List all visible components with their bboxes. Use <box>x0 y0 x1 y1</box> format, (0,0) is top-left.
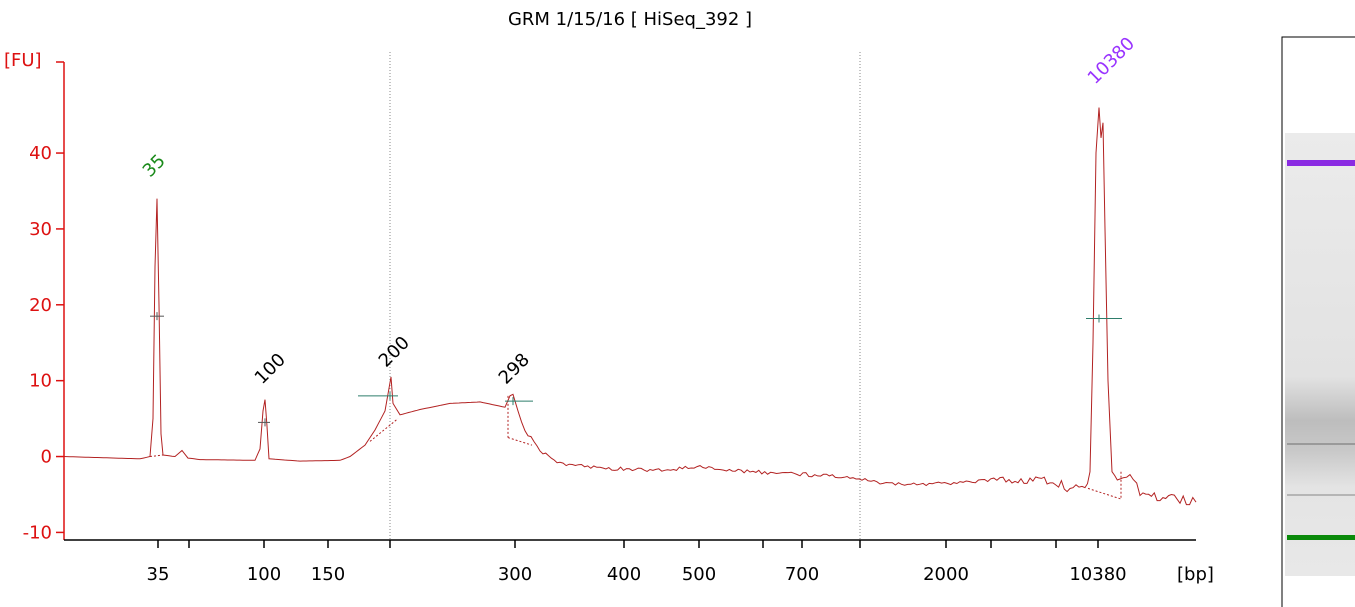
gel-background <box>1285 133 1355 576</box>
faint-band <box>1287 494 1355 496</box>
peak-label: 10380 <box>1084 33 1139 88</box>
y-tick-label: 40 <box>29 143 52 164</box>
y-axis-label: [FU] <box>4 50 42 71</box>
y-ticks: -10 0 10 20 30 40 <box>23 61 64 543</box>
peak-label: 100 <box>251 349 290 388</box>
gel-lane <box>1281 36 1355 607</box>
peak-baseline <box>1087 487 1122 500</box>
vertical-guides <box>389 52 861 540</box>
peak-markers <box>150 312 1122 427</box>
upper-marker-band <box>1287 160 1355 166</box>
peak-baseline <box>369 418 399 442</box>
y-tick-label: 10 <box>29 371 52 392</box>
peak-label: 200 <box>375 332 414 371</box>
x-tick-label: 35 <box>147 564 170 585</box>
peak-baseline <box>507 437 533 446</box>
x-tick-label: 400 <box>607 564 641 585</box>
peak-label: 35 <box>139 150 170 181</box>
x-tick-label: 10380 <box>1069 564 1126 585</box>
x-tick-label: 100 <box>247 564 281 585</box>
y-tick-label: 30 <box>29 219 52 240</box>
y-tick-label: -10 <box>23 522 52 543</box>
x-tick-label: 700 <box>785 564 819 585</box>
peak-labels: 35 100 200 298 10380 <box>139 33 1139 388</box>
library-band <box>1287 443 1355 445</box>
baseline-segments <box>149 395 1122 500</box>
x-tick-label: 2000 <box>923 564 969 585</box>
y-tick-label: 20 <box>29 295 52 316</box>
chart-title: GRM 1/15/16 [ HiSeq_392 ] <box>508 9 752 30</box>
x-axis-label: [bp] <box>1177 564 1214 585</box>
x-tick-label: 500 <box>682 564 716 585</box>
lower-marker-band <box>1287 535 1355 540</box>
fluorescence-trace <box>63 107 1197 506</box>
peak-baseline <box>149 454 164 458</box>
peak-label: 298 <box>495 349 534 388</box>
x-tick-label: 300 <box>498 564 532 585</box>
x-ticks: 35 100 150 300 400 500 700 2000 10380 <box>147 540 1127 585</box>
x-tick-label: 150 <box>311 564 345 585</box>
y-tick-label: 0 <box>41 447 52 468</box>
